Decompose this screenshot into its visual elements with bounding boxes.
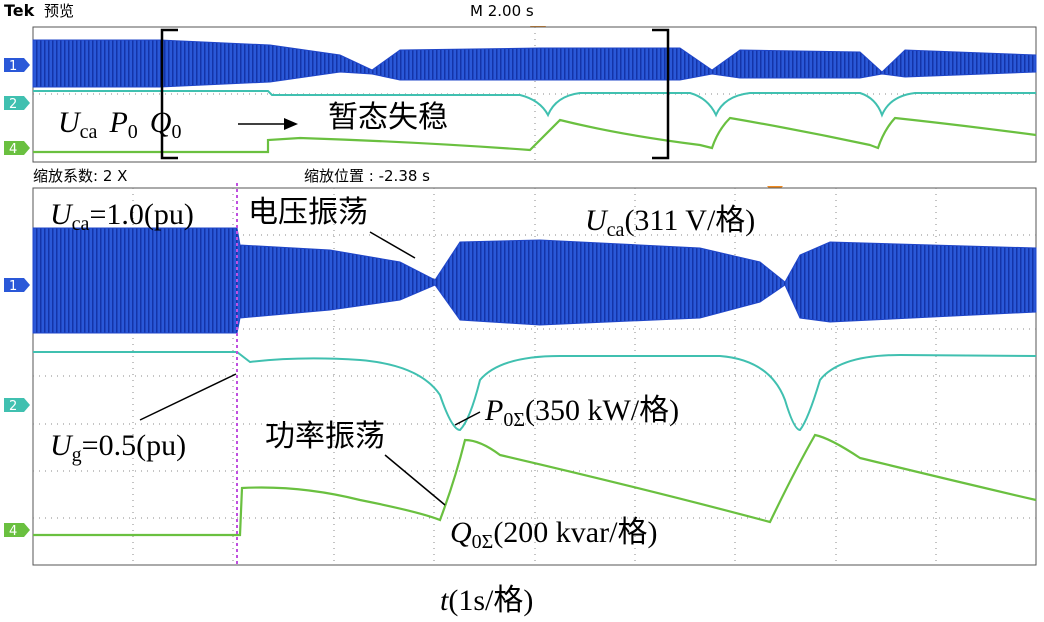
grid-voltage: Ug=0.5(pu) [50,429,186,466]
power-note: 功率振荡 [265,420,385,453]
leader-line [454,411,481,426]
overview-voltage [32,39,1037,88]
voltage-scale: Uca(311 V/格) [585,204,755,241]
mode: 预览 [44,2,74,20]
channel-label: 4 [9,142,17,157]
leader-line [384,454,446,506]
active-scale: P0Σ(350 kW/格) [484,394,679,431]
zoom-position: 缩放位置 : -2.38 s [304,167,430,185]
leader-line [369,231,416,259]
channel-label: 1 [9,59,17,74]
channel-label: 2 [9,97,17,112]
arrow-head [284,118,298,130]
voltage-note: 电压振荡 [248,196,368,229]
overview-channels: 1 2 4 [4,58,30,157]
detail-reactive-power [33,433,1037,537]
leader-line [139,373,237,421]
overview-active-power [33,90,1036,118]
detail-active-power [33,351,1037,432]
overview-note: 暂态失稳 [328,101,448,134]
voltage-initial: Uca=1.0(pu) [50,198,194,235]
zoom-bracket [160,28,670,160]
channel-label: 1 [9,279,17,294]
zoom-factor: 缩放系数: 2 X [33,167,127,185]
channel-marker [4,398,30,412]
brand: Tek [4,1,35,20]
channel-marker [4,141,30,155]
timebase: M 2.00 s [470,2,534,20]
detail-channels: 1 2 4 [4,278,30,539]
channel-marker [4,96,30,110]
overview-reactive-power [33,116,1037,154]
channel-label: 4 [9,524,17,539]
channel-marker [4,58,30,72]
overview-signals: Uca P0 Q0 [58,106,181,143]
x-axis-label: t(1s/格) [440,584,533,617]
channel-label: 2 [9,399,17,414]
channel-marker [4,523,30,537]
reactive-scale: Q0Σ(200 kvar/格) [450,516,657,553]
channel-marker [4,278,30,292]
detail-voltage [32,227,1037,334]
